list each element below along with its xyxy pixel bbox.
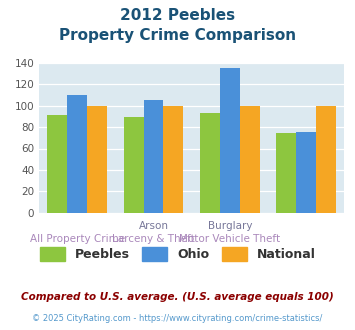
Bar [277,133,296,213]
Text: Burglary: Burglary [208,221,252,231]
Text: Larceny & Theft: Larceny & Theft [112,234,195,244]
Bar [316,106,336,213]
Bar [200,113,220,213]
Text: Arson: Arson [138,221,169,231]
Bar [240,106,260,213]
Text: Compared to U.S. average. (U.S. average equals 100): Compared to U.S. average. (U.S. average … [21,292,334,302]
Bar [296,132,316,213]
Bar [220,68,240,213]
Text: 2012 Peebles: 2012 Peebles [120,8,235,23]
Bar [67,95,87,213]
Bar [87,106,107,213]
Legend: Peebles, Ohio, National: Peebles, Ohio, National [39,247,316,261]
Text: © 2025 CityRating.com - https://www.cityrating.com/crime-statistics/: © 2025 CityRating.com - https://www.city… [32,314,323,323]
Text: Motor Vehicle Theft: Motor Vehicle Theft [179,234,280,244]
Bar [48,115,67,213]
Text: All Property Crime: All Property Crime [30,234,125,244]
Bar [163,106,183,213]
Text: Property Crime Comparison: Property Crime Comparison [59,28,296,43]
Bar [144,100,163,213]
Bar [124,117,144,213]
